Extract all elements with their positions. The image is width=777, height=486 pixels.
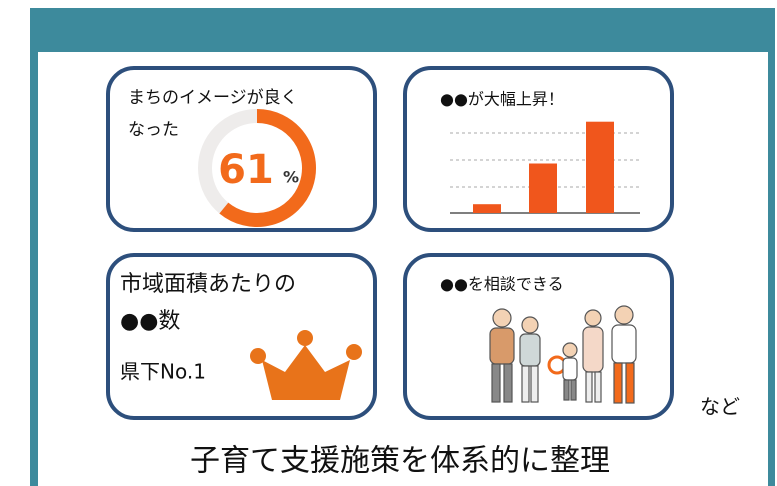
panel-title: 市域面積あたりの [120,272,296,297]
panel-title: まちのイメージが良く [128,88,298,108]
bar [586,122,614,213]
donut-unit: % [283,168,299,187]
rank-label: 県下No.1 [120,360,206,384]
infographic: まちのイメージが良く なった 61 % ●●が大幅上昇！ 市域面積あたりの ●●… [0,0,777,486]
panel-title: ●●を相談できる [440,275,564,294]
donut-value: 61 [218,147,274,193]
suffix: など [700,395,740,419]
caption: 子育て支援施策を体系的に整理 [190,444,610,479]
panel-title: なった [128,120,179,140]
bar [529,164,557,214]
bar [473,204,501,213]
panel-title: ●●が大幅上昇！ [440,90,564,109]
panel-title: ●●数 [120,309,180,334]
